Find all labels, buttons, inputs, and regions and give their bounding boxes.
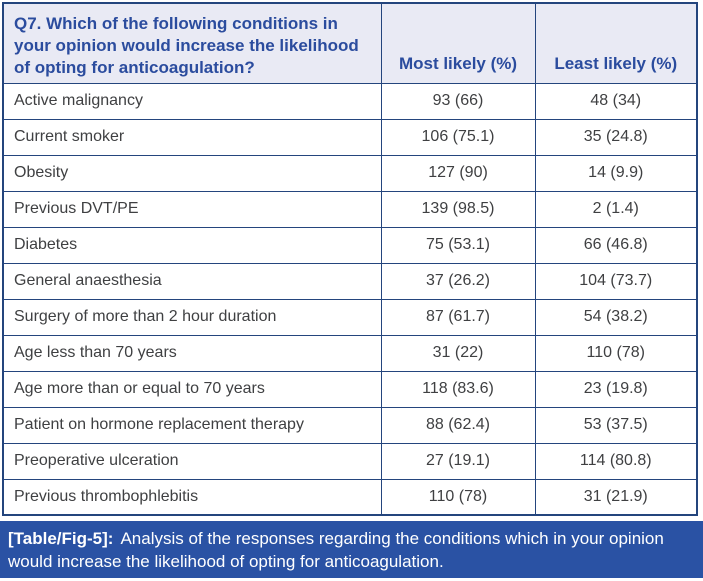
least-likely-cell: 66 (46.8)	[534, 226, 698, 264]
most-likely-cell: 87 (61.7)	[380, 298, 536, 336]
table-row: Age less than 70 years 31 (22) 110 (78)	[2, 334, 698, 372]
least-likely-cell: 31 (21.9)	[534, 478, 698, 516]
table-row: General anaesthesia 37 (26.2) 104 (73.7)	[2, 262, 698, 300]
table-row: Surgery of more than 2 hour duration 87 …	[2, 298, 698, 336]
least-likely-column-header: Least likely (%)	[534, 2, 698, 84]
least-likely-cell: 35 (24.8)	[534, 118, 698, 156]
table-header: Q7. Which of the following conditions in…	[2, 2, 698, 84]
least-likely-cell: 2 (1.4)	[534, 190, 698, 228]
least-likely-cell: 54 (38.2)	[534, 298, 698, 336]
table-row: Preoperative ulceration 27 (19.1) 114 (8…	[2, 442, 698, 480]
most-likely-cell: 27 (19.1)	[380, 442, 536, 480]
condition-cell: Diabetes	[2, 226, 382, 264]
condition-cell: Preoperative ulceration	[2, 442, 382, 480]
table-row: Previous DVT/PE 139 (98.5) 2 (1.4)	[2, 190, 698, 228]
condition-cell: General anaesthesia	[2, 262, 382, 300]
least-likely-cell: 53 (37.5)	[534, 406, 698, 444]
condition-cell: Obesity	[2, 154, 382, 192]
most-likely-cell: 37 (26.2)	[380, 262, 536, 300]
most-likely-cell: 88 (62.4)	[380, 406, 536, 444]
least-likely-cell: 114 (80.8)	[534, 442, 698, 480]
condition-cell: Previous DVT/PE	[2, 190, 382, 228]
table-caption: [Table/Fig-5]: Analysis of the responses …	[0, 521, 703, 578]
table-row: Previous thrombophlebitis 110 (78) 31 (2…	[2, 478, 698, 516]
table-row: Obesity 127 (90) 14 (9.9)	[2, 154, 698, 192]
condition-cell: Age more than or equal to 70 years	[2, 370, 382, 408]
most-likely-cell: 127 (90)	[380, 154, 536, 192]
table-row: Current smoker 106 (75.1) 35 (24.8)	[2, 118, 698, 156]
question-header-cell: Q7. Which of the following conditions in…	[2, 2, 382, 84]
condition-cell: Age less than 70 years	[2, 334, 382, 372]
most-likely-cell: 110 (78)	[380, 478, 536, 516]
most-likely-column-header: Most likely (%)	[380, 2, 536, 84]
table-body: Active malignancy 93 (66) 48 (34) Curren…	[2, 82, 698, 516]
condition-cell: Current smoker	[2, 118, 382, 156]
condition-cell: Surgery of more than 2 hour duration	[2, 298, 382, 336]
header-row: Q7. Which of the following conditions in…	[2, 2, 698, 84]
table-row: Diabetes 75 (53.1) 66 (46.8)	[2, 226, 698, 264]
survey-results-table: Q7. Which of the following conditions in…	[2, 2, 698, 516]
least-likely-cell: 23 (19.8)	[534, 370, 698, 408]
condition-cell: Previous thrombophlebitis	[2, 478, 382, 516]
least-likely-cell: 110 (78)	[534, 334, 698, 372]
least-likely-cell: 48 (34)	[534, 82, 698, 120]
most-likely-cell: 93 (66)	[380, 82, 536, 120]
most-likely-cell: 75 (53.1)	[380, 226, 536, 264]
most-likely-cell: 106 (75.1)	[380, 118, 536, 156]
caption-label: [Table/Fig-5]:	[8, 529, 114, 548]
most-likely-cell: 118 (83.6)	[380, 370, 536, 408]
condition-cell: Active malignancy	[2, 82, 382, 120]
caption-text: Analysis of the responses regarding the …	[8, 529, 664, 571]
table-row: Age more than or equal to 70 years 118 (…	[2, 370, 698, 408]
table-row: Patient on hormone replacement therapy 8…	[2, 406, 698, 444]
condition-cell: Patient on hormone replacement therapy	[2, 406, 382, 444]
least-likely-cell: 104 (73.7)	[534, 262, 698, 300]
table-row: Active malignancy 93 (66) 48 (34)	[2, 82, 698, 120]
least-likely-cell: 14 (9.9)	[534, 154, 698, 192]
most-likely-cell: 31 (22)	[380, 334, 536, 372]
most-likely-cell: 139 (98.5)	[380, 190, 536, 228]
